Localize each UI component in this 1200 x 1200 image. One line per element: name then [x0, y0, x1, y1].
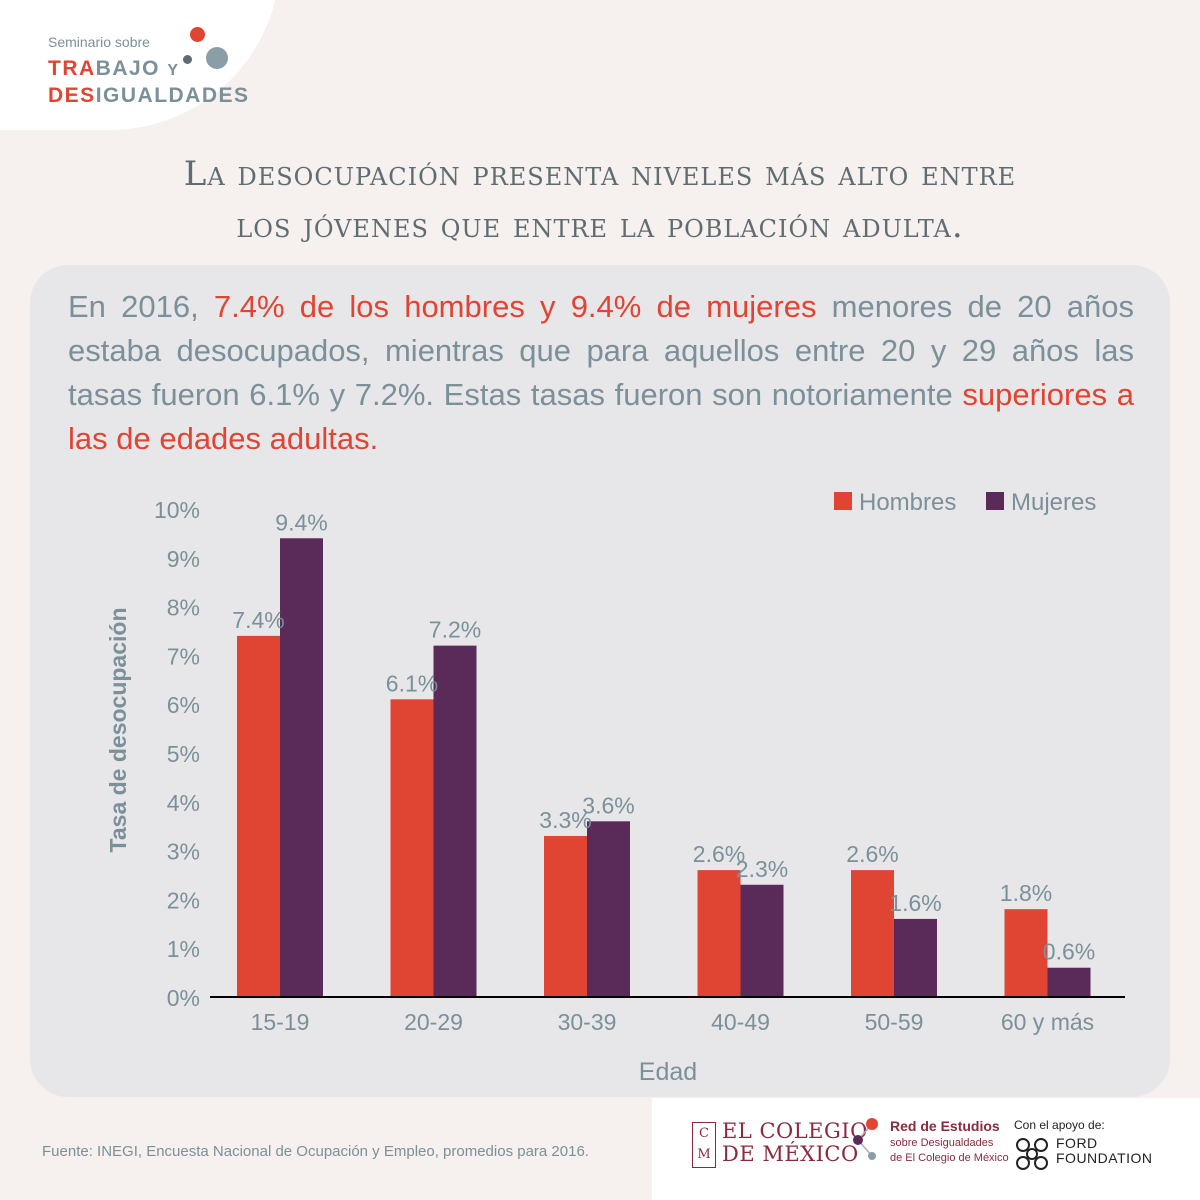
data-label-mujeres: 1.6%: [889, 890, 941, 916]
y-tick-label: 3%: [167, 839, 200, 865]
y-tick-label: 5%: [167, 741, 200, 767]
data-label-mujeres: 0.6%: [1043, 939, 1095, 965]
bar-hombres-15-19: [237, 635, 280, 997]
bar-hombres-20-29: [390, 699, 434, 997]
y-tick-label: 1%: [167, 936, 200, 962]
bar-hombres-30-39: [544, 835, 587, 997]
y-tick-label: 2%: [167, 887, 200, 913]
data-label-hombres: 2.6%: [846, 841, 898, 867]
bar-mujeres-50-59: [894, 918, 937, 997]
y-tick-label: 7%: [167, 643, 200, 669]
intro-highlight-rates: 7.4% de los hombres y 9.4% de mujeres: [213, 289, 817, 324]
bar-labels: 7.4%9.4%6.1%7.2%3.3%3.6%2.6%2.3%2.6%1.6%…: [232, 509, 1095, 964]
y-tick-label: 9%: [167, 546, 200, 572]
red-estudios-subtitle-2: de El Colegio de México: [890, 1152, 1009, 1164]
y-tick-label: 10%: [154, 497, 200, 523]
x-axis-title: Edad: [639, 1058, 697, 1086]
data-label-mujeres: 9.4%: [275, 509, 327, 535]
headline: La desocupación presenta niveles más alt…: [100, 148, 1100, 252]
data-label-mujeres: 2.3%: [736, 856, 788, 882]
intro-paragraph: En 2016, 7.4% de los hombres y 9.4% de m…: [68, 289, 1135, 456]
bar-mujeres-30-39: [587, 821, 630, 997]
bar-hombres-40-49: [697, 870, 741, 997]
network-dots-icon: [853, 1118, 878, 1160]
bar-mujeres-20-29: [433, 645, 477, 997]
data-label-mujeres: 7.2%: [429, 617, 481, 643]
source-note: Fuente: INEGI, Encuesta Nacional de Ocup…: [42, 1143, 589, 1160]
seminar-logo: Seminario sobre TRABAJO Y DESIGUALDADES: [48, 34, 250, 108]
red-estudios-subtitle: sobre Desigualdades: [890, 1137, 994, 1149]
bar-mujeres-15-19: [280, 538, 323, 997]
y-tick-label: 6%: [167, 692, 200, 718]
data-label-hombres: 1.8%: [1000, 880, 1052, 906]
data-label-hombres: 3.3%: [539, 807, 591, 833]
x-tick-label: 60 y más: [1001, 1009, 1094, 1035]
logo-line-trabajo: TRABAJO Y: [48, 57, 180, 80]
logo-subtitle: Seminario sobre: [48, 34, 150, 50]
ford-foundation-logo: FORD FOUNDATION: [1056, 1135, 1153, 1166]
y-axis-title: Tasa de desocupación: [105, 608, 131, 853]
legend-swatch-hombres: [834, 492, 852, 510]
bar-mujeres-60-y-más: [1047, 967, 1091, 997]
x-tick-label: 15-19: [251, 1009, 310, 1035]
data-label-hombres: 2.6%: [693, 841, 745, 867]
legend-label-hombres: Hombres: [859, 489, 956, 516]
x-axis-ticks: 15-19 20-29 30-39 40-49 50-59 60 y más: [251, 1009, 1095, 1035]
logo-dot-grey: [206, 47, 228, 69]
data-label-hombres: 6.1%: [386, 670, 438, 696]
colmex-logo: EL COLEGIO DE MÉXICO: [722, 1119, 868, 1166]
data-label-mujeres: 3.6%: [582, 792, 634, 818]
bar-hombres-60-y-más: [1004, 909, 1048, 997]
y-tick-label: 8%: [167, 595, 200, 621]
intro-highlight-conclusion: superiores a las de edades adultas.: [68, 377, 1135, 456]
y-axis-ticks: 0% 1% 2% 3% 4% 5% 6% 7% 8% 9% 10%: [154, 497, 200, 1011]
bar-hombres-50-59: [851, 870, 894, 997]
logo-line-desigualdades: DESIGUALDADES: [48, 84, 250, 107]
red-estudios-title: Red de Estudios: [890, 1118, 1000, 1134]
x-tick-label: 20-29: [404, 1009, 463, 1035]
support-label: Con el apoyo de:: [1014, 1118, 1105, 1132]
legend: Hombres Mujeres: [834, 489, 1096, 516]
bars: [237, 538, 1091, 997]
data-label-hombres: 7.4%: [232, 607, 284, 633]
y-tick-label: 4%: [167, 790, 200, 816]
y-tick-label: 0%: [167, 985, 200, 1011]
logo-dot-red: [190, 27, 205, 42]
x-tick-label: 50-59: [865, 1009, 924, 1035]
legend-swatch-mujeres: [986, 492, 1004, 510]
legend-label-mujeres: Mujeres: [1011, 489, 1096, 516]
x-tick-label: 30-39: [558, 1009, 617, 1035]
bar-mujeres-40-49: [740, 884, 784, 997]
headline-line-1: La desocupación presenta niveles más alt…: [183, 154, 1017, 194]
ford-foundation-emblem-icon: [1016, 1138, 1048, 1170]
headline-line-2: los jóvenes que entre la población adult…: [236, 206, 964, 246]
x-tick-label: 40-49: [711, 1009, 770, 1035]
logo-dot-small: [183, 55, 192, 64]
